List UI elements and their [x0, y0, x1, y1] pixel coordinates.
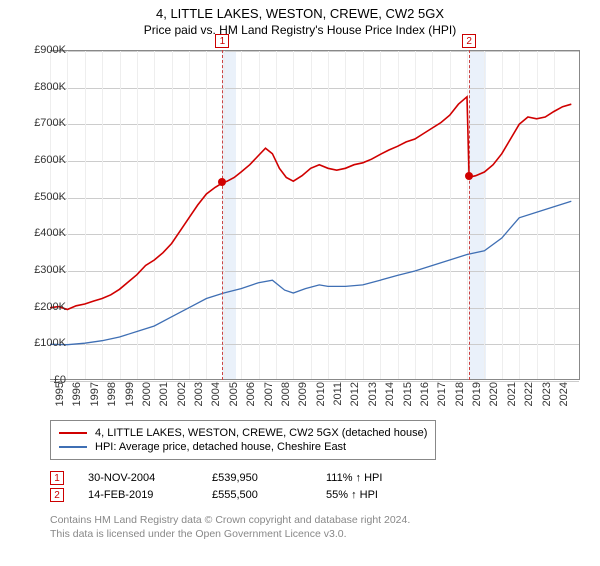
y-axis-tick-label: £500K: [34, 191, 66, 203]
x-axis-tick-label: 2021: [506, 382, 518, 406]
x-axis-tick-label: 1997: [89, 382, 101, 406]
x-axis-tick-label: 2001: [158, 382, 170, 406]
sale-marker-icon: 2: [50, 488, 64, 502]
sale-marker-flag: 1: [215, 34, 229, 48]
series-line-hpi: [50, 201, 571, 344]
x-axis-tick-label: 2004: [210, 382, 222, 406]
attribution-line: Contains HM Land Registry data © Crown c…: [50, 514, 410, 528]
x-axis-tick-label: 2010: [315, 382, 327, 406]
legend-label: HPI: Average price, detached house, Ches…: [95, 441, 346, 453]
x-axis-tick-label: 2017: [436, 382, 448, 406]
x-axis-tick-label: 2011: [332, 382, 344, 406]
sale-row: 1 30-NOV-2004 £539,950 111% ↑ HPI: [50, 471, 436, 485]
legend-item: HPI: Average price, detached house, Ches…: [59, 441, 427, 453]
legend-swatch: [59, 432, 87, 434]
sale-row: 2 14-FEB-2019 £555,500 55% ↑ HPI: [50, 488, 436, 502]
x-axis-tick-label: 2016: [419, 382, 431, 406]
y-axis-tick-label: £700K: [34, 117, 66, 129]
x-axis-tick-label: 2022: [523, 382, 535, 406]
x-axis-tick-label: 2020: [488, 382, 500, 406]
x-axis-tick-label: 1995: [54, 382, 66, 406]
sale-point-dot: [218, 178, 226, 186]
sale-price: £555,500: [212, 489, 302, 501]
chart-container: 4, LITTLE LAKES, WESTON, CREWE, CW2 5GX …: [0, 6, 600, 566]
x-axis-tick-label: 2019: [471, 382, 483, 406]
sale-date: 30-NOV-2004: [88, 472, 188, 484]
chart-title: 4, LITTLE LAKES, WESTON, CREWE, CW2 5GX: [0, 6, 600, 21]
x-axis-tick-label: 2024: [558, 382, 570, 406]
y-axis-tick-label: £100K: [34, 337, 66, 349]
y-axis-tick-label: £300K: [34, 264, 66, 276]
sale-pct: 111% ↑ HPI: [326, 472, 436, 484]
x-axis-tick-label: 2009: [297, 382, 309, 406]
x-axis-tick-label: 2006: [245, 382, 257, 406]
x-axis-tick-label: 2002: [176, 382, 188, 406]
y-axis-tick-label: £800K: [34, 81, 66, 93]
y-axis-tick-label: £200K: [34, 301, 66, 313]
legend-label: 4, LITTLE LAKES, WESTON, CREWE, CW2 5GX …: [95, 427, 427, 439]
y-axis-tick-label: £400K: [34, 227, 66, 239]
series-line-property: [50, 97, 571, 310]
legend-box: 4, LITTLE LAKES, WESTON, CREWE, CW2 5GX …: [50, 420, 436, 460]
x-axis-tick-label: 2000: [141, 382, 153, 406]
x-axis-tick-label: 1998: [106, 382, 118, 406]
sale-point-dot: [465, 172, 473, 180]
x-axis-tick-label: 2012: [349, 382, 361, 406]
attribution-line: This data is licensed under the Open Gov…: [50, 528, 410, 542]
x-axis-tick-label: 2018: [454, 382, 466, 406]
sale-marker-icon: 1: [50, 471, 64, 485]
sales-table: 1 30-NOV-2004 £539,950 111% ↑ HPI 2 14-F…: [50, 468, 436, 505]
y-axis-tick-label: £600K: [34, 154, 66, 166]
sale-marker-flag: 2: [462, 34, 476, 48]
sale-pct: 55% ↑ HPI: [326, 489, 436, 501]
legend-item: 4, LITTLE LAKES, WESTON, CREWE, CW2 5GX …: [59, 427, 427, 439]
x-axis-tick-label: 2015: [402, 382, 414, 406]
sale-price: £539,950: [212, 472, 302, 484]
x-axis-tick-label: 2005: [228, 382, 240, 406]
x-axis-tick-label: 2013: [367, 382, 379, 406]
x-axis-tick-label: 1999: [124, 382, 136, 406]
x-axis-tick-label: 2007: [263, 382, 275, 406]
x-axis-tick-label: 2023: [541, 382, 553, 406]
attribution-text: Contains HM Land Registry data © Crown c…: [50, 514, 410, 541]
y-axis-tick-label: £900K: [34, 44, 66, 56]
chart-subtitle: Price paid vs. HM Land Registry's House …: [0, 23, 600, 37]
x-axis-tick-label: 1996: [71, 382, 83, 406]
sale-date: 14-FEB-2019: [88, 489, 188, 501]
x-axis-tick-label: 2014: [384, 382, 396, 406]
chart-plot-area: [50, 50, 580, 380]
x-axis-tick-label: 2008: [280, 382, 292, 406]
legend-swatch: [59, 446, 87, 448]
x-axis-tick-label: 2003: [193, 382, 205, 406]
